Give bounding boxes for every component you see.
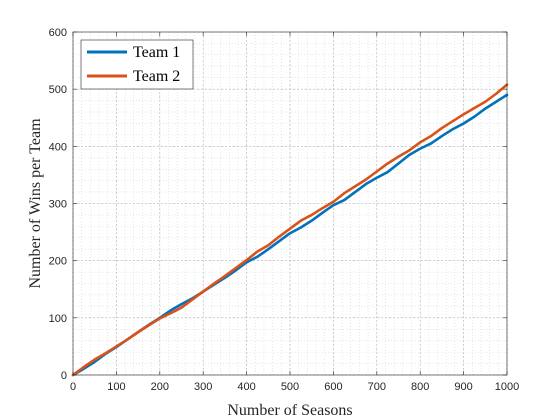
x-tick-label: 300 (194, 381, 212, 393)
axis-ticks (72, 31, 508, 376)
legend-label-team-2: Team 2 (133, 68, 180, 85)
x-tick-label: 100 (107, 381, 125, 393)
tick-labels: 0 100 200 300 400 500 600 700 800 900 1000 0 100 200 3… (49, 27, 520, 393)
series-layer (71, 83, 509, 377)
legend: Team 1 Team 2 (80, 39, 194, 90)
y-tick-label: 500 (49, 84, 67, 96)
y-axis-title: Number of Wins per Team (27, 118, 44, 289)
y-tick-label: 200 (49, 256, 67, 268)
y-tick-label: 0 (61, 370, 67, 382)
y-tick-label: 300 (49, 199, 67, 211)
x-tick-label: 800 (411, 381, 429, 393)
x-tick-label: 600 (324, 381, 342, 393)
x-tick-label: 700 (368, 381, 386, 393)
y-tick-label: 400 (49, 141, 67, 153)
x-tick-label: 0 (70, 381, 76, 393)
x-tick-label: 400 (237, 381, 255, 393)
x-tick-label: 900 (454, 381, 472, 393)
legend-label-team-1: Team 1 (133, 44, 180, 61)
x-tick-label: 500 (281, 381, 299, 393)
y-tick-label: 100 (49, 313, 67, 325)
x-axis-title: Number of Seasons (227, 402, 352, 419)
x-tick-label: 1000 (495, 381, 519, 393)
x-tick-label: 200 (151, 381, 169, 393)
legend-box (80, 39, 194, 90)
series-line-team-2 (71, 83, 509, 377)
y-tick-label: 600 (49, 27, 67, 39)
